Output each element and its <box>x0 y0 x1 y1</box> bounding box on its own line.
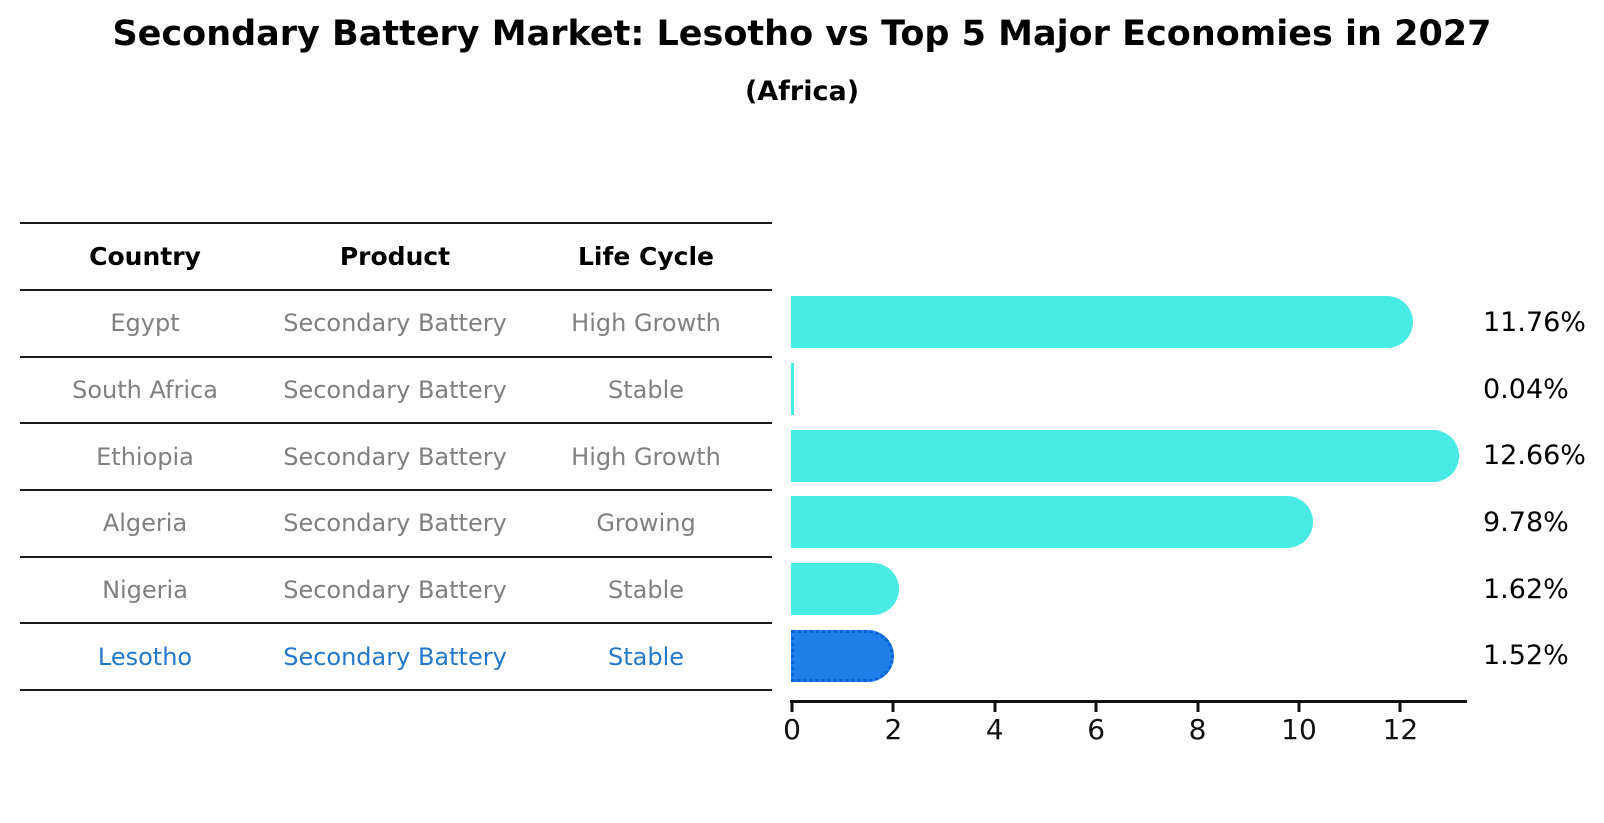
cell-country: South Africa <box>72 376 218 405</box>
table-header-row: Country Product Life Cycle <box>20 222 772 291</box>
x-tick-mark <box>1398 703 1402 712</box>
bar-algeria <box>791 496 1313 549</box>
bar-row-ethiopia <box>791 422 1467 489</box>
x-axis-line <box>790 700 1467 703</box>
bar-lesotho <box>791 629 895 682</box>
x-tick-label: 10 <box>1281 713 1317 746</box>
cell-life-cycle: Growing <box>596 509 696 538</box>
cell-life-cycle: Stable <box>607 576 685 605</box>
table-row-algeria: Algeria Secondary Battery Growing <box>20 491 772 558</box>
table-row-south-africa: South Africa Secondary Battery Stable <box>20 358 772 425</box>
table-header-product: Product <box>339 242 451 271</box>
cell-life-cycle: High Growth <box>571 442 721 471</box>
bar-nigeria <box>791 563 900 616</box>
cell-country: Algeria <box>102 509 188 538</box>
table-header-life-cycle: Life Cycle <box>577 242 715 271</box>
cell-product: Secondary Battery <box>283 309 507 338</box>
cell-product: Secondary Battery <box>283 576 507 605</box>
bar-row-egypt <box>791 289 1467 356</box>
cell-country: Ethiopia <box>96 442 194 471</box>
x-tick-label: 0 <box>783 713 801 746</box>
chart-title: Secondary Battery Market: Lesotho vs Top… <box>112 14 1492 54</box>
cell-country: Nigeria <box>102 576 188 605</box>
cell-product: Secondary Battery <box>283 442 507 471</box>
x-tick-mark <box>993 703 997 712</box>
cell-life-cycle: Stable <box>607 376 685 405</box>
cell-product: Secondary Battery <box>283 376 507 405</box>
value-label-south-africa: 0.04% <box>1483 373 1569 405</box>
bar-egypt <box>791 296 1414 349</box>
x-tick-label: 12 <box>1382 713 1419 746</box>
x-tick-mark <box>1297 703 1301 712</box>
table-header-country: Country <box>89 242 201 271</box>
bar-ethiopia <box>791 429 1459 482</box>
x-tick-mark <box>1094 703 1098 712</box>
country-table: Country Product Life Cycle Egypt Secondary … <box>20 222 772 692</box>
table-row-lesotho: Lesotho Secondary Battery Stable <box>20 624 772 692</box>
value-label-lesotho: 1.52% <box>1483 640 1569 672</box>
table-row-egypt: Egypt Secondary Battery High Growth <box>20 291 772 358</box>
cell-country: Lesotho <box>97 642 193 671</box>
cell-life-cycle: Stable <box>607 642 685 671</box>
cell-country: Egypt <box>110 309 180 338</box>
bar-row-nigeria <box>791 556 1467 623</box>
x-tick-label: 4 <box>985 713 1004 746</box>
value-label-algeria: 9.78% <box>1483 506 1569 538</box>
table-row-ethiopia: Ethiopia Secondary Battery High Growth <box>20 424 772 492</box>
value-label-column: 11.76% 0.04% 12.66% 9.78% 1.62% 1.52% <box>1483 289 1604 689</box>
table-row-nigeria: Nigeria Secondary Battery Stable <box>20 558 772 625</box>
x-axis: 0 2 4 6 8 10 12 <box>783 700 1467 755</box>
cell-life-cycle: High Growth <box>571 309 721 338</box>
bar-row-algeria <box>791 489 1467 556</box>
x-tick-label: 2 <box>884 713 903 746</box>
x-tick-mark <box>790 703 794 712</box>
bar-row-south-africa <box>791 356 1467 423</box>
chart-subtitle: (Africa) <box>744 76 860 107</box>
value-label-nigeria: 1.62% <box>1483 573 1569 605</box>
cell-product: Secondary Battery <box>283 642 507 671</box>
x-tick-label: 6 <box>1087 713 1106 746</box>
x-tick-mark <box>1196 703 1200 712</box>
value-label-ethiopia: 12.66% <box>1483 440 1586 472</box>
x-tick-mark <box>891 703 895 712</box>
x-tick-label: 8 <box>1188 713 1207 746</box>
cell-product: Secondary Battery <box>283 509 507 538</box>
table-body: Egypt Secondary Battery High Growth South A… <box>20 291 772 692</box>
bar-chart-plot <box>791 289 1467 689</box>
value-label-egypt: 11.76% <box>1483 306 1586 338</box>
bar-row-lesotho <box>791 622 1467 689</box>
bar-south-africa <box>791 363 794 416</box>
